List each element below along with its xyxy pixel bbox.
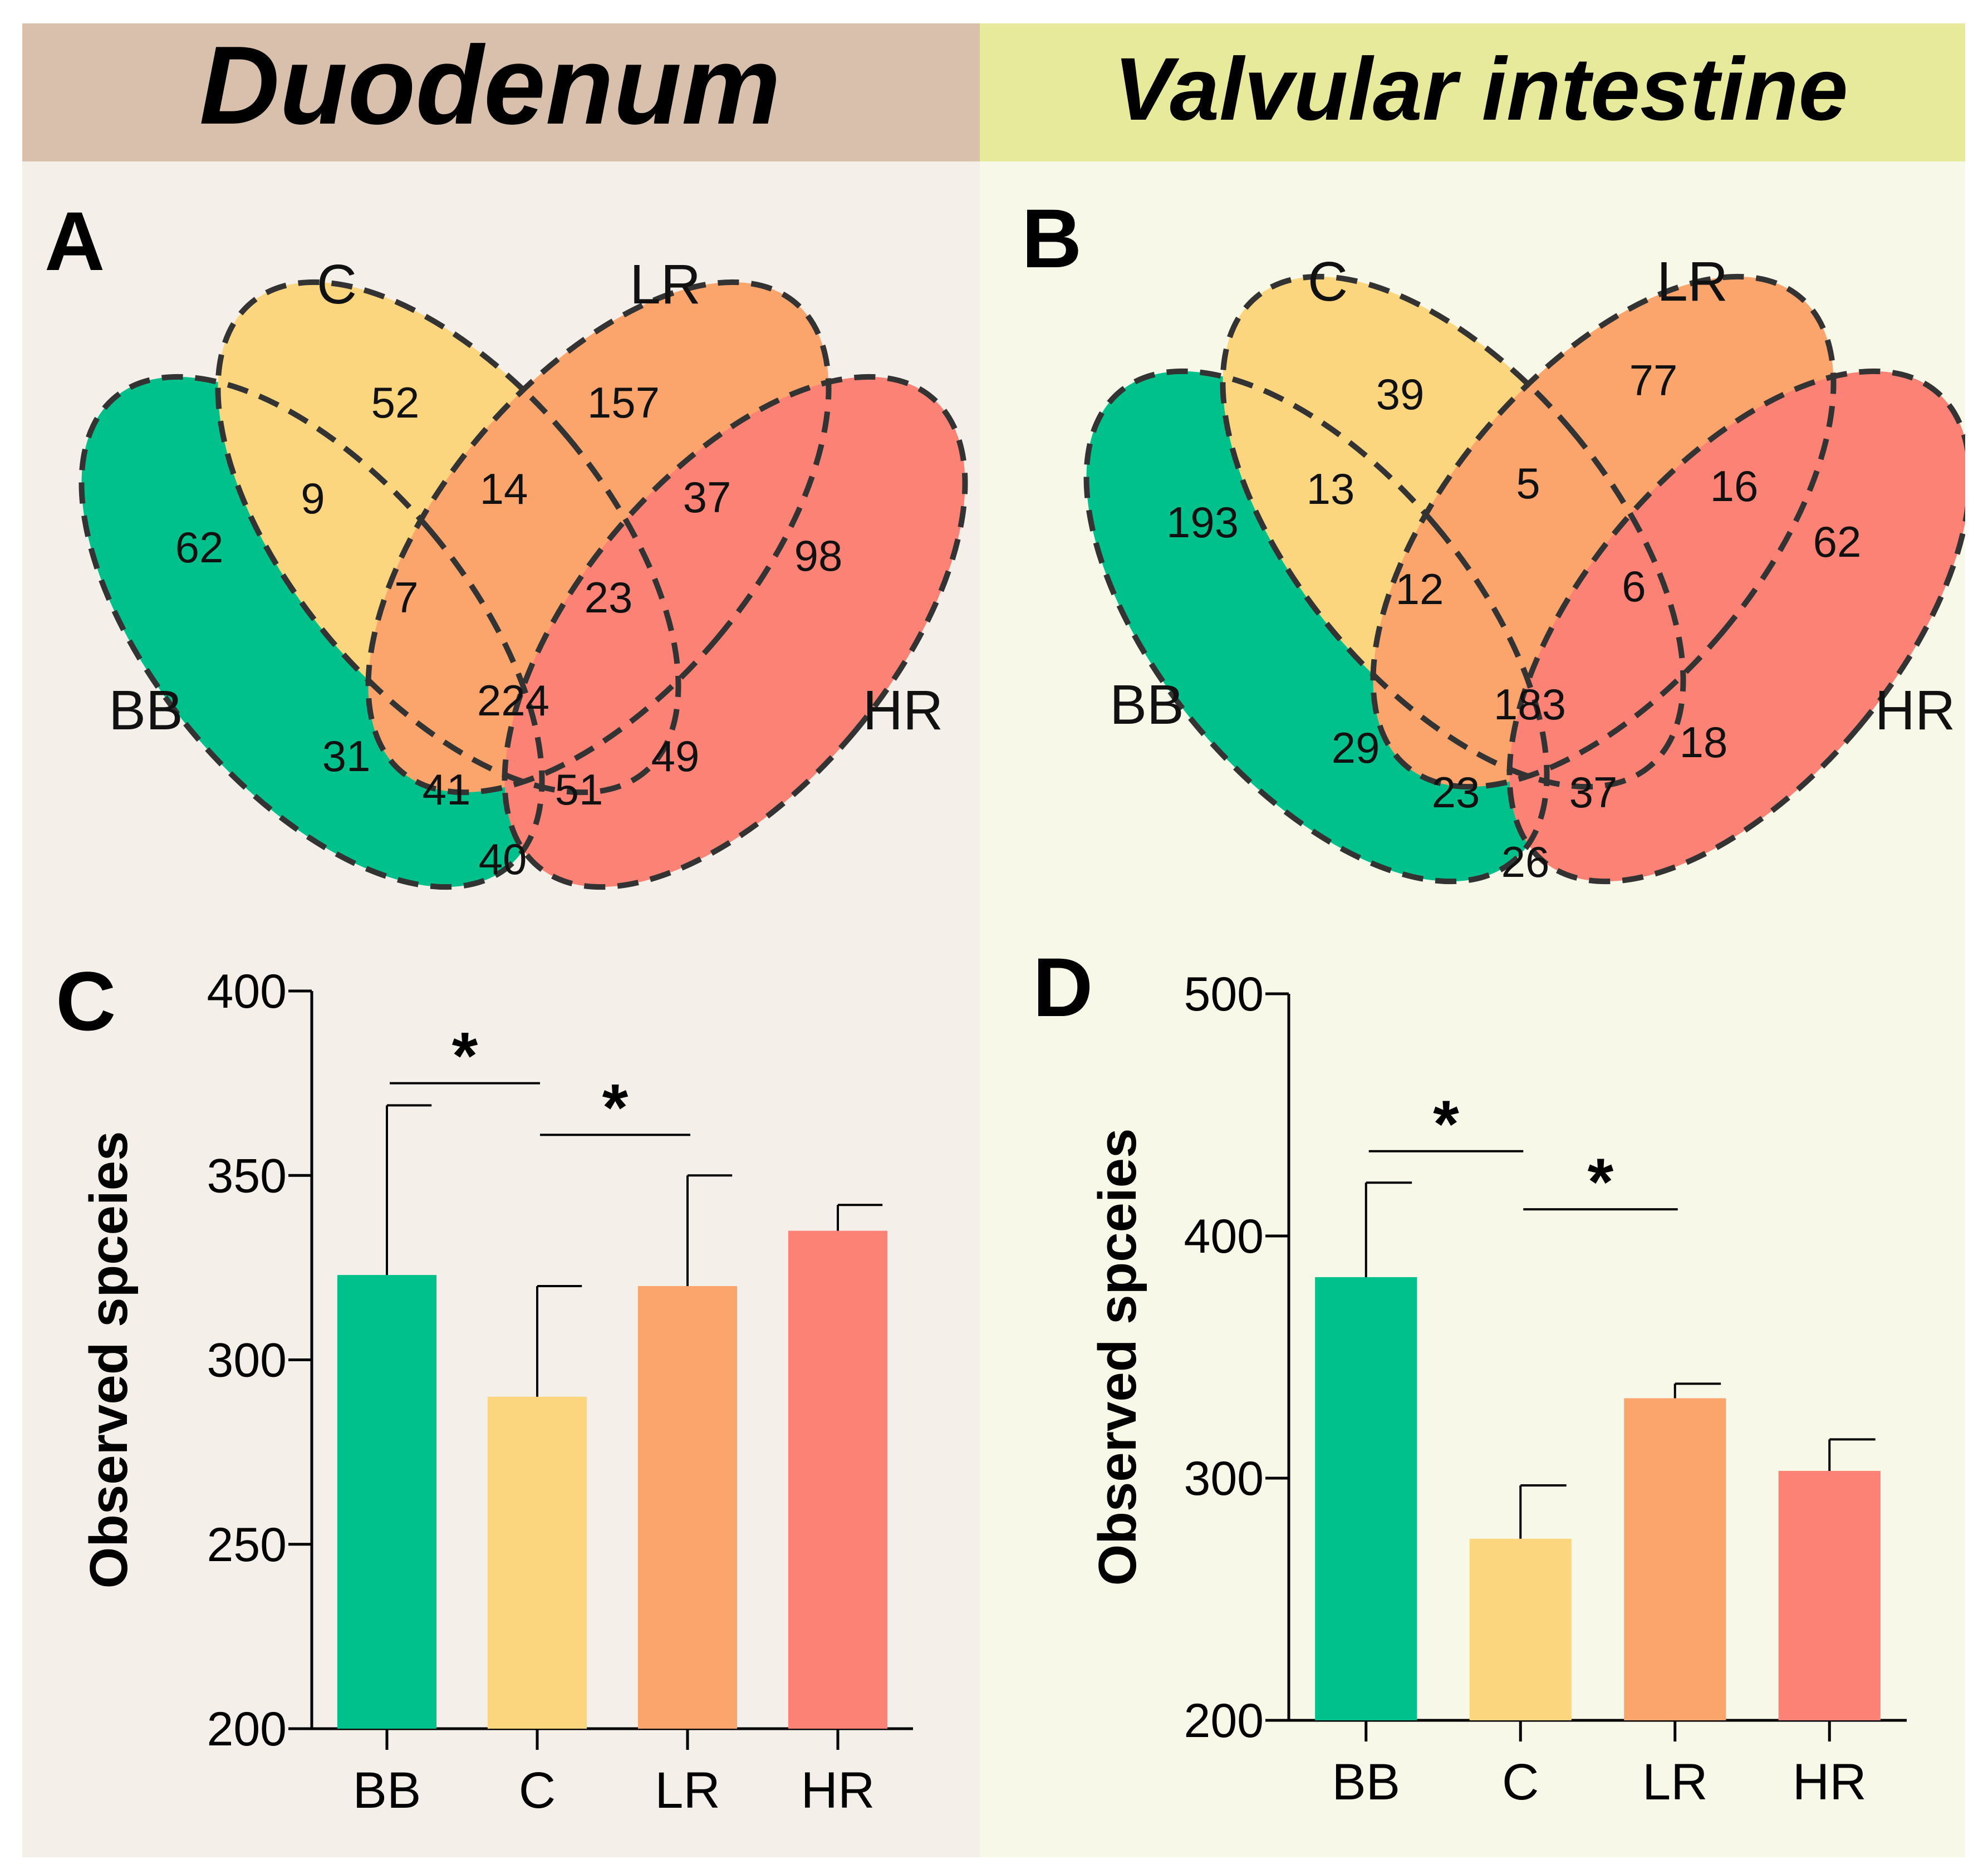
chart-c-y-tick-label: 400 xyxy=(207,965,287,1018)
chart-c-bar-hr xyxy=(788,1230,888,1729)
venn-a-lr-set xyxy=(368,282,829,793)
venn-a-count-c: 52 xyxy=(371,378,420,427)
venn-a-count-bb: 62 xyxy=(175,523,224,572)
valvular-intestine-header: Valvular intestine xyxy=(1114,39,1848,139)
venn-a-count-c-lr-hr: 23 xyxy=(585,573,633,622)
chart-d-bar-lr xyxy=(1624,1398,1726,1720)
bar-chart-c: 200 250 300 350 400 BB C LR HR * * Observed spceies xyxy=(79,965,913,1819)
venn-b-set-label-c: C xyxy=(1308,251,1348,313)
chart-d-bar-c xyxy=(1469,1538,1572,1720)
venn-a-hr-set xyxy=(504,376,965,887)
venn-b-set-label-hr: HR xyxy=(1875,679,1955,742)
venn-b-c-outline xyxy=(1220,273,1686,790)
venn-a-lr-outline xyxy=(365,279,832,796)
venn-a-count-bb-c: 9 xyxy=(301,474,325,523)
chart-c-x-tick-label-hr: HR xyxy=(801,1762,875,1819)
chart-c-significance-star-1: * xyxy=(602,1070,629,1145)
chart-d-y-tick-label: 400 xyxy=(1184,1210,1264,1263)
duodenum-header: Duodenum xyxy=(199,23,781,148)
venn-a-labels: C LR BB HR 62 52 157 98 9 14 37 7 23 31 … xyxy=(109,253,943,884)
chart-c-y-axis-label: Observed spceies xyxy=(79,1131,139,1589)
venn-a-count-bb-lr: 31 xyxy=(322,732,371,781)
chart-c-y-tick-label: 300 xyxy=(207,1334,287,1387)
chart-d-y-axis-label: Observed spceies xyxy=(1088,1129,1147,1586)
right-header-background xyxy=(980,23,1965,161)
venn-a-count-bb-hr: 40 xyxy=(479,835,527,884)
venn-a-count-lr-hr: 37 xyxy=(683,473,732,522)
chart-d-y-tick-label: 500 xyxy=(1184,968,1264,1021)
venn-a-count-bb-c-lr: 7 xyxy=(394,573,418,622)
venn-b-lr-set xyxy=(1373,276,1834,787)
venn-b-count-c-hr: 18 xyxy=(1680,718,1728,767)
chart-d-x-tick-label-bb: BB xyxy=(1332,1754,1400,1811)
venn-b-count-bb-c-lr: 12 xyxy=(1396,565,1444,614)
bar-chart-d: 200 300 400 500 BB C LR HR * * Observed spceies xyxy=(1088,968,1907,1811)
chart-d-significance-star-0: * xyxy=(1433,1087,1459,1161)
venn-b-count-bb-hr: 26 xyxy=(1501,837,1550,886)
chart-c-y-tick-label: 350 xyxy=(207,1149,287,1203)
venn-a-set-label-lr: LR xyxy=(630,253,701,316)
venn-b-lr-outline xyxy=(1370,273,1837,790)
venn-b-count-lr: 77 xyxy=(1629,356,1678,405)
venn-b-set-label-lr: LR xyxy=(1657,251,1728,313)
venn-b-count-c: 39 xyxy=(1376,370,1425,419)
chart-c-bar-bb xyxy=(337,1275,437,1729)
venn-b-labels: C LR BB HR 193 39 77 62 13 5 16 12 6 29 … xyxy=(1110,251,1955,886)
panel-label-a: A xyxy=(45,194,105,288)
left-header-background xyxy=(22,23,980,161)
chart-c-significance-star-0: * xyxy=(452,1019,478,1093)
panel-label-d: D xyxy=(1033,940,1093,1034)
chart-c-x-tick-label-c: C xyxy=(519,1762,556,1819)
venn-b-count-bb-lr: 29 xyxy=(1332,723,1380,772)
chart-c-bar-c xyxy=(487,1396,587,1729)
venn-b-count-hr: 62 xyxy=(1813,517,1862,566)
venn-a-count-bb-c-hr: 41 xyxy=(423,765,471,814)
venn-a-hr-outline xyxy=(502,374,968,890)
venn-b-count-c-lr: 5 xyxy=(1516,459,1540,508)
venn-a-set-label-c: C xyxy=(317,253,357,316)
chart-d-y-tick-label: 300 xyxy=(1184,1452,1264,1505)
venn-b-count-bb: 193 xyxy=(1166,498,1239,547)
venn-b-count-c-lr-hr: 6 xyxy=(1622,562,1646,611)
venn-a-set-label-hr: HR xyxy=(863,679,943,742)
chart-d-bar-bb xyxy=(1315,1277,1417,1720)
venn-a-bb-outline xyxy=(78,374,545,890)
venn-b-count-lr-hr: 16 xyxy=(1710,462,1759,511)
venn-a-count-hr: 98 xyxy=(794,531,843,580)
venn-diagram-b xyxy=(1083,273,1965,885)
panel-label-c: C xyxy=(56,954,116,1048)
panel-label-b: B xyxy=(1022,192,1082,285)
chart-c-x-tick-label-lr: LR xyxy=(655,1762,720,1819)
venn-b-count-bb-c: 13 xyxy=(1307,464,1355,513)
venn-a-c-outline xyxy=(215,279,681,796)
venn-b-hr-outline xyxy=(1506,368,1965,885)
chart-d-x-tick-label-hr: HR xyxy=(1793,1754,1867,1811)
venn-b-count-all: 183 xyxy=(1494,680,1566,729)
venn-b-count-bb-c-hr: 23 xyxy=(1432,768,1480,817)
chart-c-bar-lr xyxy=(637,1286,738,1729)
venn-a-count-lr: 157 xyxy=(587,378,660,427)
venn-diagram-a xyxy=(78,279,968,890)
venn-b-count-bb-lr-hr: 37 xyxy=(1569,768,1618,817)
venn-b-hr-set xyxy=(1509,371,1965,882)
venn-a-count-c-hr: 49 xyxy=(651,732,700,781)
venn-a-count-all: 224 xyxy=(477,676,549,725)
chart-d-bar-hr xyxy=(1778,1470,1881,1720)
venn-b-set-label-bb: BB xyxy=(1110,674,1184,736)
chart-d-y-tick-label: 200 xyxy=(1184,1694,1264,1748)
chart-c-y-tick-label: 250 xyxy=(207,1518,287,1572)
venn-a-count-c-lr: 14 xyxy=(480,464,528,513)
venn-b-bb-outline xyxy=(1083,368,1550,885)
chart-c-y-tick-label: 200 xyxy=(207,1703,287,1756)
venn-a-count-bb-lr-hr: 51 xyxy=(555,765,603,814)
chart-d-significance-star-1: * xyxy=(1588,1145,1614,1219)
chart-d-x-tick-label-c: C xyxy=(1502,1754,1539,1811)
chart-c-x-tick-label-bb: BB xyxy=(353,1762,421,1819)
chart-d-x-tick-label-lr: LR xyxy=(1642,1754,1708,1811)
venn-a-set-label-bb: BB xyxy=(109,679,183,742)
